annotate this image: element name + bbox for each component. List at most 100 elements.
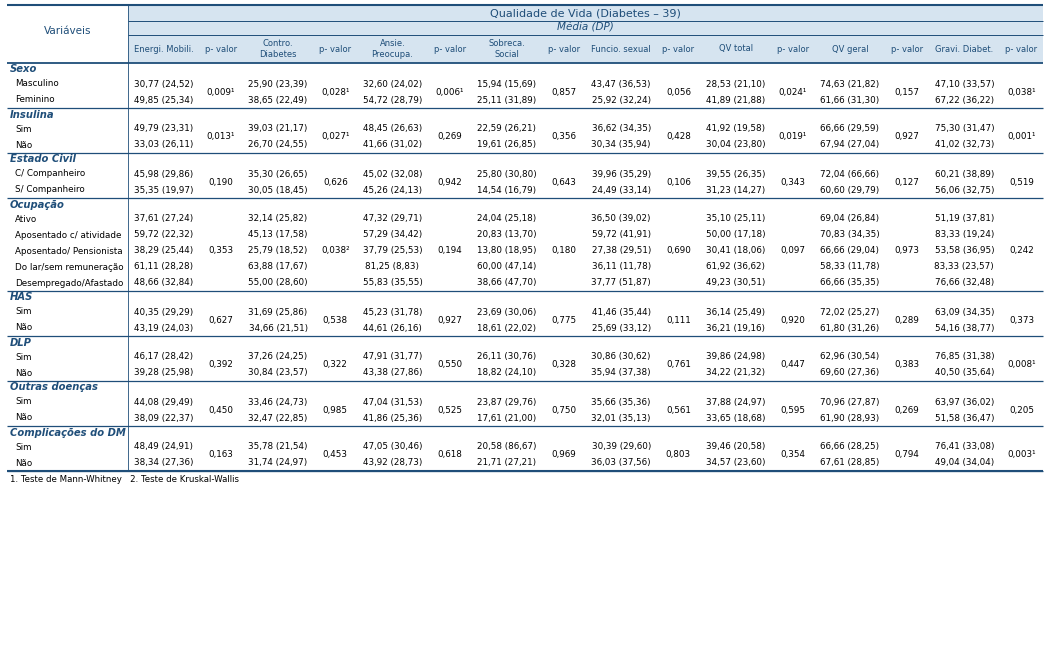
Text: 72,02 (25,27): 72,02 (25,27) <box>821 308 879 317</box>
Text: 75,30 (31,47): 75,30 (31,47) <box>935 125 995 134</box>
Text: C/ Companheiro: C/ Companheiro <box>15 169 85 178</box>
Text: Sim: Sim <box>15 397 31 406</box>
Text: 0,001¹: 0,001¹ <box>1007 132 1035 141</box>
Text: 66,66 (29,59): 66,66 (29,59) <box>821 125 879 134</box>
Text: 61,80 (31,26): 61,80 (31,26) <box>821 323 879 332</box>
Text: 20,83 (13,70): 20,83 (13,70) <box>477 230 537 239</box>
Text: 30,84 (23,57): 30,84 (23,57) <box>248 369 308 378</box>
Text: 30,41 (18,06): 30,41 (18,06) <box>706 247 765 256</box>
Text: 0,985: 0,985 <box>323 406 348 415</box>
Text: Aposentado/ Pensionista: Aposentado/ Pensionista <box>15 247 123 256</box>
Text: Insulina: Insulina <box>10 110 54 119</box>
Text: 51,58 (36,47): 51,58 (36,47) <box>935 413 995 422</box>
Text: p- valor: p- valor <box>662 45 695 53</box>
Text: 35,30 (26,65): 35,30 (26,65) <box>248 169 308 178</box>
Text: Sobreca.
Social: Sobreca. Social <box>488 40 525 58</box>
Text: 67,94 (27,04): 67,94 (27,04) <box>821 140 879 149</box>
Text: 0,190: 0,190 <box>209 177 234 186</box>
Text: 36,11 (11,78): 36,11 (11,78) <box>592 262 651 271</box>
Text: Variáveis: Variáveis <box>44 26 91 36</box>
Text: 0,428: 0,428 <box>665 132 691 141</box>
Text: Energi. Mobili.: Energi. Mobili. <box>134 45 194 53</box>
Text: 44,61 (26,16): 44,61 (26,16) <box>363 323 422 332</box>
Text: p- valor: p- valor <box>434 45 465 53</box>
Text: Não: Não <box>15 140 32 149</box>
Text: 66,66 (35,35): 66,66 (35,35) <box>821 278 879 288</box>
Text: Não: Não <box>15 323 32 332</box>
Text: p- valor: p- valor <box>777 45 809 53</box>
Text: 0,322: 0,322 <box>323 360 348 369</box>
Text: 25,11 (31,89): 25,11 (31,89) <box>477 95 537 104</box>
Text: 0,857: 0,857 <box>551 88 576 97</box>
Text: 0,561: 0,561 <box>665 406 691 415</box>
Text: 31,23 (14,27): 31,23 (14,27) <box>706 186 765 195</box>
Text: p- valor: p- valor <box>548 45 581 53</box>
Text: QV total: QV total <box>719 45 752 53</box>
Text: 20,58 (86,67): 20,58 (86,67) <box>477 443 537 452</box>
Text: 49,23 (30,51): 49,23 (30,51) <box>706 278 765 288</box>
Text: 18,82 (24,10): 18,82 (24,10) <box>477 369 537 378</box>
Text: 43,47 (36,53): 43,47 (36,53) <box>591 79 651 88</box>
Text: 35,10 (25,11): 35,10 (25,11) <box>706 215 765 223</box>
Text: 30,39 (29,60): 30,39 (29,60) <box>591 443 651 452</box>
Text: Outras doenças: Outras doenças <box>10 382 99 393</box>
Text: 34,57 (23,60): 34,57 (23,60) <box>706 458 765 467</box>
Text: 14,54 (16,79): 14,54 (16,79) <box>477 186 537 195</box>
Text: Gravi. Diabet.: Gravi. Diabet. <box>935 45 994 53</box>
Text: 32,01 (35,13): 32,01 (35,13) <box>591 413 651 422</box>
Text: 34,66 (21,51): 34,66 (21,51) <box>248 323 308 332</box>
Text: 48,66 (32,84): 48,66 (32,84) <box>134 278 194 288</box>
Text: Complicações do DM: Complicações do DM <box>10 428 126 437</box>
Text: 30,86 (30,62): 30,86 (30,62) <box>591 352 651 361</box>
Text: 33,65 (18,68): 33,65 (18,68) <box>706 413 765 422</box>
Text: Sim: Sim <box>15 352 31 361</box>
Text: 0,973: 0,973 <box>895 247 920 256</box>
Text: 67,61 (28,85): 67,61 (28,85) <box>821 458 879 467</box>
Text: 0,180: 0,180 <box>551 247 576 256</box>
Text: 56,06 (32,75): 56,06 (32,75) <box>935 186 995 195</box>
Text: 30,05 (18,45): 30,05 (18,45) <box>248 186 308 195</box>
Text: 47,91 (31,77): 47,91 (31,77) <box>363 352 422 361</box>
Text: 0,006¹: 0,006¹ <box>435 88 464 97</box>
Text: 38,34 (27,36): 38,34 (27,36) <box>134 458 194 467</box>
Text: 39,96 (35,29): 39,96 (35,29) <box>592 169 651 178</box>
Text: 60,60 (29,79): 60,60 (29,79) <box>821 186 879 195</box>
Text: 0,003¹: 0,003¹ <box>1007 450 1035 459</box>
Text: 0,024¹: 0,024¹ <box>779 88 807 97</box>
Text: 37,61 (27,24): 37,61 (27,24) <box>134 215 194 223</box>
Text: 46,17 (28,42): 46,17 (28,42) <box>134 352 193 361</box>
Text: 0,643: 0,643 <box>551 177 576 186</box>
Text: 23,87 (29,76): 23,87 (29,76) <box>477 397 537 406</box>
Text: 62,96 (30,54): 62,96 (30,54) <box>821 352 879 361</box>
Text: 38,09 (22,37): 38,09 (22,37) <box>134 413 194 422</box>
Text: 38,29 (25,44): 38,29 (25,44) <box>134 247 194 256</box>
Text: 0,942: 0,942 <box>437 177 462 186</box>
Bar <box>128 5 1043 21</box>
Text: Feminino: Feminino <box>15 95 54 104</box>
Text: 53,58 (36,95): 53,58 (36,95) <box>935 247 995 256</box>
Text: 0,038¹: 0,038¹ <box>1007 88 1035 97</box>
Text: 32,60 (24,02): 32,60 (24,02) <box>363 79 422 88</box>
Text: Ansie.
Preocupa.: Ansie. Preocupa. <box>372 40 413 58</box>
Text: 30,77 (24,52): 30,77 (24,52) <box>134 79 194 88</box>
Text: Sim: Sim <box>15 125 31 134</box>
Text: 47,04 (31,53): 47,04 (31,53) <box>363 397 422 406</box>
Text: 35,78 (21,54): 35,78 (21,54) <box>248 443 308 452</box>
Text: 0,927: 0,927 <box>895 132 919 141</box>
Text: 43,19 (24,03): 43,19 (24,03) <box>134 323 194 332</box>
Text: 50,00 (17,18): 50,00 (17,18) <box>705 230 765 239</box>
Text: 0,373: 0,373 <box>1009 315 1034 324</box>
Text: 0,450: 0,450 <box>209 406 234 415</box>
Text: 54,72 (28,79): 54,72 (28,79) <box>363 95 422 104</box>
Text: 30,34 (35,94): 30,34 (35,94) <box>591 140 651 149</box>
Text: 61,90 (28,93): 61,90 (28,93) <box>821 413 879 422</box>
Text: 66,66 (29,04): 66,66 (29,04) <box>821 247 879 256</box>
Text: 37,88 (24,97): 37,88 (24,97) <box>706 397 765 406</box>
Text: 0,019¹: 0,019¹ <box>779 132 807 141</box>
Text: 49,85 (25,34): 49,85 (25,34) <box>134 95 194 104</box>
Text: 0,775: 0,775 <box>551 315 576 324</box>
Text: 43,38 (27,86): 43,38 (27,86) <box>363 369 422 378</box>
Text: Ocupação: Ocupação <box>10 199 65 210</box>
Text: 48,49 (24,91): 48,49 (24,91) <box>134 443 193 452</box>
Text: 70,96 (27,87): 70,96 (27,87) <box>821 397 879 406</box>
